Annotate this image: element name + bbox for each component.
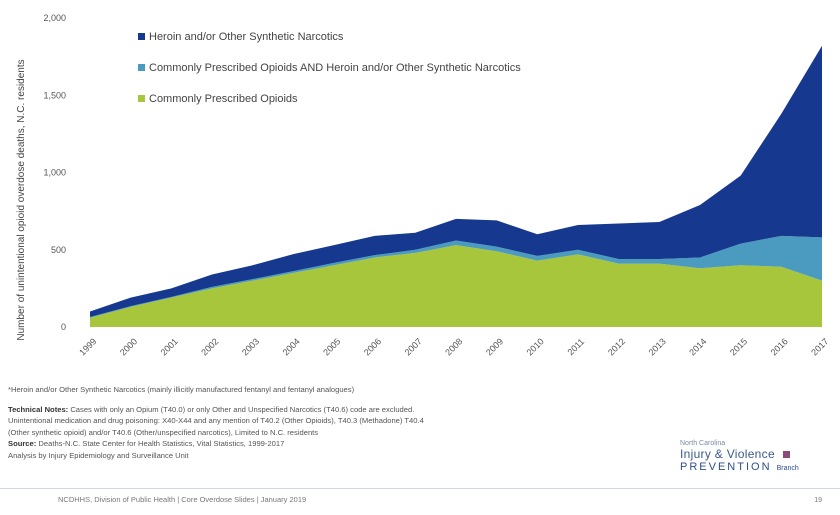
- x-tick-label: 2005: [321, 336, 342, 357]
- legend-swatch: [138, 95, 145, 102]
- technical-notes-line1: Technical Notes: Cases with only an Opiu…: [8, 404, 608, 416]
- logo-line2: PREVENTION Branch: [680, 461, 830, 473]
- area-series-1: [90, 245, 822, 327]
- x-tick-label: 1999: [77, 336, 98, 357]
- x-tick-label: 2015: [728, 336, 749, 357]
- x-tick-label: 2009: [484, 336, 505, 357]
- y-tick-label: 500: [51, 245, 66, 255]
- x-tick-label: 2010: [525, 336, 546, 357]
- area-series-2: [90, 235, 822, 318]
- area-series-3: [90, 45, 822, 317]
- y-axis: 0 500 1,000 1,500 2,000: [43, 13, 66, 332]
- x-tick-label: 2006: [362, 336, 383, 357]
- x-tick-label: 2017: [809, 336, 830, 357]
- x-axis: 1999 2000 2001 2002 2003 2004 2005 2006 2007 2008…: [77, 336, 830, 357]
- legend-swatch: [138, 64, 145, 71]
- y-tick-label: 2,000: [43, 13, 66, 23]
- x-tick-label: 2003: [240, 336, 261, 357]
- area-series-group: [90, 45, 822, 327]
- x-tick-label: 2004: [281, 336, 302, 357]
- opioid-deaths-chart: 0 500 1,000 1,500 2,000 1999 2000 2001 2002 2003…: [16, 13, 830, 357]
- slide-footer: NCDHHS, Division of Public Health | Core…: [0, 488, 840, 504]
- logo-line2-sub: Branch: [776, 465, 799, 472]
- x-tick-label: 2016: [769, 336, 790, 357]
- logo-line1: Injury & Violence: [680, 447, 830, 461]
- legend-swatch: [138, 33, 145, 40]
- logo-state: North Carolina: [680, 440, 726, 447]
- x-tick-label: 2012: [606, 336, 627, 357]
- source-line: Source: Deaths-N.C. State Center for Hea…: [8, 438, 608, 450]
- ivp-branch-logo: North Carolina Injury & Violence PREVENT…: [680, 440, 830, 473]
- legend-label: Commonly Prescribed Opioids AND Heroin a…: [149, 62, 521, 74]
- legend-label: Heroin and/or Other Synthetic Narcotics: [149, 31, 344, 43]
- analysis-credit: Analysis by Injury Epidemiology and Surv…: [8, 450, 189, 460]
- x-tick-label: 2001: [159, 336, 180, 357]
- logo-line1-text: Injury & Violence: [680, 447, 775, 461]
- x-tick-label: 2014: [687, 336, 708, 357]
- technical-notes-line2: Unintentional medication and drug poison…: [8, 416, 424, 425]
- x-tick-label: 2000: [118, 336, 139, 357]
- y-tick-label: 1,000: [43, 168, 66, 178]
- source-label: Source:: [8, 439, 37, 448]
- legend: Heroin and/or Other Synthetic Narcotics C…: [138, 31, 521, 105]
- y-tick-label: 0: [61, 322, 66, 332]
- page-number: 19: [814, 497, 822, 504]
- x-tick-label: 2013: [647, 336, 668, 357]
- footnote: *Heroin and/or Other Synthetic Narcotics…: [8, 385, 355, 394]
- x-tick-label: 2007: [403, 336, 424, 357]
- x-tick-label: 2008: [443, 336, 464, 357]
- technical-notes-text1: Cases with only an Opium (T40.0) or only…: [70, 404, 415, 414]
- y-axis-label: Number of unintentional opioid overdose …: [16, 59, 27, 340]
- logo-line2-text: PREVENTION: [680, 461, 772, 473]
- y-tick-label: 1,500: [43, 90, 66, 100]
- chart-notes: *Heroin and/or Other Synthetic Narcotics…: [8, 384, 608, 461]
- legend-label: Commonly Prescribed Opioids: [149, 93, 298, 105]
- x-tick-label: 2002: [199, 336, 220, 357]
- footer-text: NCDHHS, Division of Public Health | Core…: [58, 495, 307, 504]
- technical-notes-line3: (Other synthetic opioid) and/or T40.6 (O…: [8, 427, 319, 437]
- x-tick-label: 2011: [565, 336, 586, 357]
- source-text: Deaths-N.C. State Center for Health Stat…: [38, 439, 285, 448]
- logo-square-icon: [782, 451, 790, 458]
- technical-notes-label: Technical Notes:: [8, 404, 69, 414]
